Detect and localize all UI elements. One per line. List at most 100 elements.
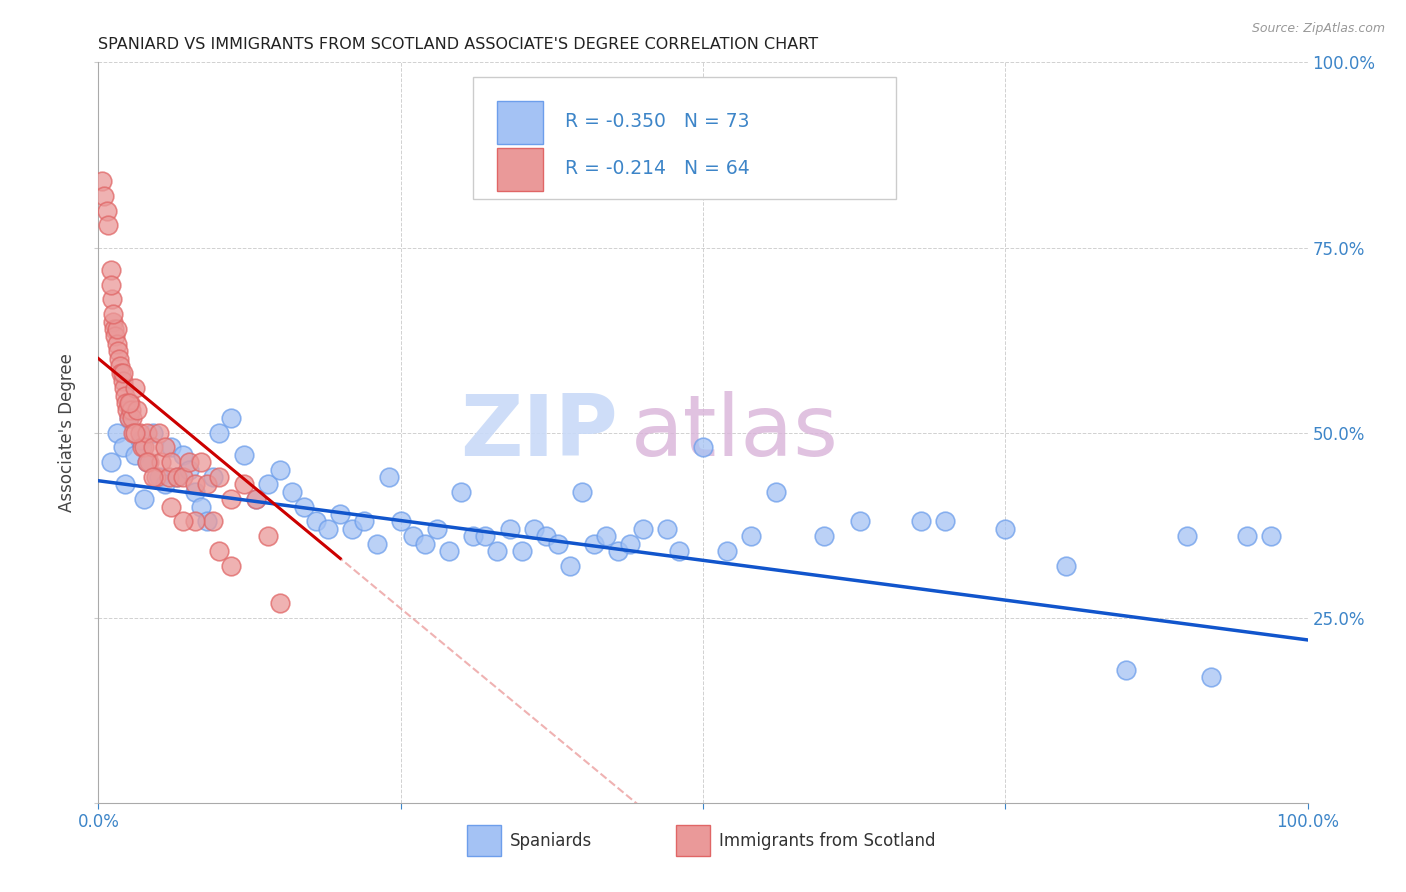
Point [100, 277, 122, 292]
Point [127, 403, 149, 417]
FancyBboxPatch shape [498, 147, 543, 191]
Point [112, 381, 135, 395]
Point [91, 174, 114, 188]
Point [179, 455, 201, 469]
Point [692, 441, 714, 455]
Point [107, 344, 129, 359]
Point [172, 515, 194, 529]
Point [121, 410, 143, 425]
Point [118, 410, 141, 425]
Point [740, 529, 762, 543]
Point [994, 522, 1017, 536]
Point [256, 529, 278, 543]
Point [256, 477, 278, 491]
Text: SPANIARD VS IMMIGRANTS FROM SCOTLAND ASSOCIATE'S DEGREE CORRELATION CHART: SPANIARD VS IMMIGRANTS FROM SCOTLAND ASS… [98, 37, 818, 52]
Point [190, 500, 212, 514]
Point [172, 470, 194, 484]
FancyBboxPatch shape [676, 825, 710, 856]
Point [281, 484, 304, 499]
Point [160, 500, 183, 514]
Point [153, 441, 176, 455]
Point [101, 314, 124, 328]
Point [221, 410, 243, 425]
Text: R = -0.214   N = 64: R = -0.214 N = 64 [565, 159, 749, 178]
Point [142, 425, 165, 440]
Point [221, 492, 243, 507]
Point [124, 381, 146, 395]
Point [607, 544, 630, 558]
Point [202, 470, 225, 484]
Point [135, 455, 157, 469]
Point [1115, 663, 1137, 677]
Text: Source: ZipAtlas.com: Source: ZipAtlas.com [1251, 22, 1385, 36]
Point [437, 544, 460, 558]
Point [145, 470, 167, 484]
Point [208, 544, 231, 558]
Point [486, 544, 509, 558]
Point [342, 522, 364, 536]
Point [510, 544, 533, 558]
Point [316, 522, 339, 536]
Point [232, 477, 254, 491]
FancyBboxPatch shape [467, 825, 501, 856]
Point [498, 522, 520, 536]
Point [103, 322, 125, 336]
Point [655, 522, 678, 536]
Point [305, 515, 328, 529]
Point [523, 522, 546, 536]
Point [115, 396, 138, 410]
Point [111, 374, 134, 388]
Point [631, 522, 654, 536]
Point [583, 536, 606, 550]
Point [221, 558, 243, 573]
Point [111, 441, 134, 455]
Point [118, 396, 141, 410]
FancyBboxPatch shape [474, 78, 897, 200]
Point [377, 470, 399, 484]
Point [117, 403, 139, 417]
Point [104, 329, 127, 343]
Point [910, 515, 932, 529]
Point [813, 529, 835, 543]
Point [166, 470, 188, 484]
Point [129, 433, 152, 447]
Point [108, 351, 131, 366]
Point [142, 470, 165, 484]
Text: atlas: atlas [630, 391, 838, 475]
Point [118, 410, 141, 425]
Point [849, 515, 872, 529]
Y-axis label: Associate's Degree: Associate's Degree [58, 353, 76, 512]
Point [134, 492, 156, 507]
Point [1260, 529, 1282, 543]
Point [142, 441, 165, 455]
Point [118, 396, 141, 410]
Point [100, 293, 122, 307]
Point [668, 544, 690, 558]
Point [1054, 558, 1077, 573]
Point [105, 322, 128, 336]
Point [96, 203, 118, 218]
Point [245, 492, 267, 507]
Point [148, 470, 170, 484]
Point [105, 336, 128, 351]
Point [1236, 529, 1258, 543]
FancyBboxPatch shape [498, 101, 543, 144]
Point [150, 455, 173, 469]
Point [166, 470, 188, 484]
Point [716, 544, 738, 558]
Point [232, 448, 254, 462]
Point [547, 536, 569, 550]
Point [1175, 529, 1198, 543]
Point [120, 403, 142, 417]
Point [202, 515, 225, 529]
Text: Spaniards: Spaniards [509, 831, 592, 849]
Point [135, 425, 157, 440]
Point [474, 529, 496, 543]
Point [558, 558, 581, 573]
Point [245, 492, 267, 507]
Point [148, 425, 170, 440]
Point [269, 462, 291, 476]
Point [122, 425, 145, 440]
Point [353, 515, 375, 529]
Point [108, 359, 131, 373]
